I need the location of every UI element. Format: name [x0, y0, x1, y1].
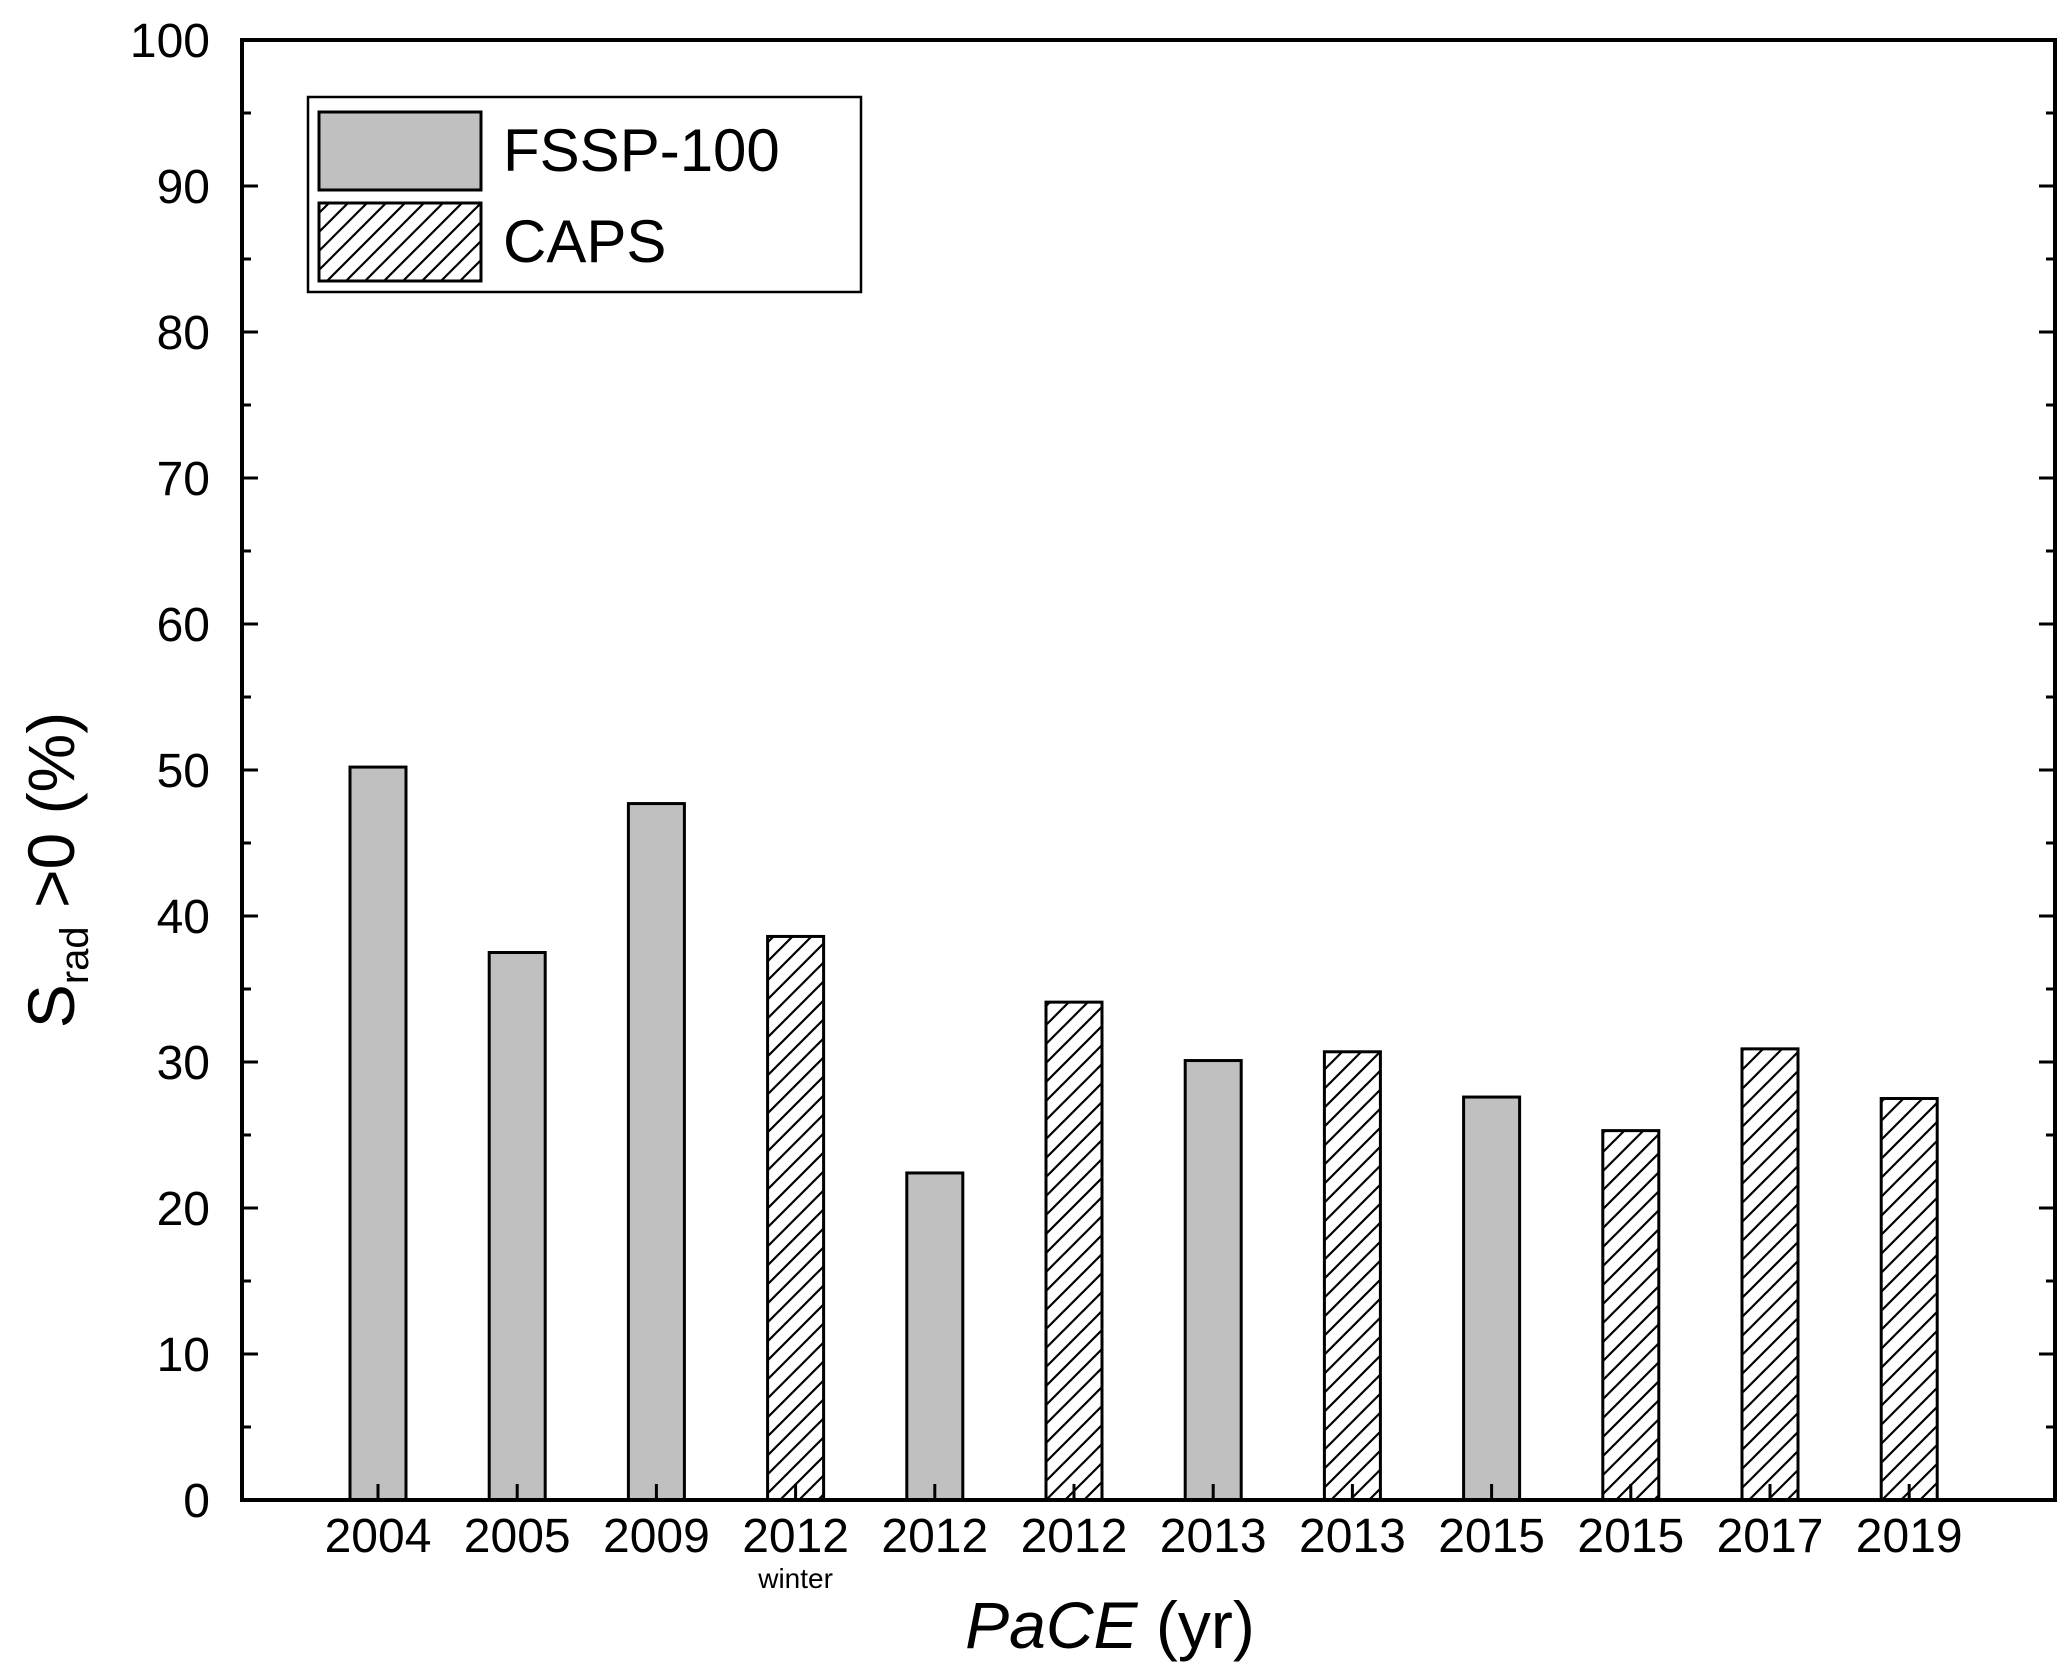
- x-tick-label: 2012: [1021, 1510, 1128, 1563]
- bar-2013-fssp-100: [1183, 1059, 1243, 1502]
- x-tick-label: 2015: [1438, 1510, 1545, 1563]
- bar-2012-caps: [1044, 1000, 1104, 1502]
- y-tick-label: 20: [157, 1183, 210, 1236]
- bar-2012-fssp-100: [905, 1171, 965, 1502]
- bar-2004-fssp-100: [348, 765, 408, 1502]
- bar-2015-fssp-100: [1462, 1095, 1522, 1502]
- bar-2012-winter-caps: [766, 934, 826, 1502]
- y-tick-label: 70: [157, 453, 210, 506]
- x-tick-label: 2015: [1577, 1510, 1684, 1563]
- y-tick-label: 30: [157, 1037, 210, 1090]
- x-tick-label: 2013: [1299, 1510, 1406, 1563]
- bar-2017-caps: [1740, 1047, 1800, 1502]
- bars: [348, 765, 1939, 1502]
- x-tick-label: 2005: [464, 1510, 571, 1563]
- x-tick-label: 2012: [881, 1510, 988, 1563]
- x-tick-label: 2019: [1856, 1510, 1963, 1563]
- y-tick-label: 40: [157, 891, 210, 944]
- bar-2013-caps: [1322, 1050, 1382, 1502]
- bar-2009-fssp-100: [626, 802, 686, 1502]
- x-tick-label: 2004: [325, 1510, 432, 1563]
- bar-2005-fssp-100: [487, 951, 547, 1502]
- x-tick-label: 2012: [742, 1510, 849, 1563]
- legend-label-caps: CAPS: [503, 208, 666, 275]
- y-tick-label: 100: [130, 15, 210, 68]
- x-tick-sublabel: winter: [757, 1563, 833, 1594]
- y-tick-labels: 0 10 20 30 40 50 60 70 80 90 100: [130, 15, 210, 1528]
- legend-swatch-caps: [317, 201, 483, 283]
- x-axis-label: PaCE (yr): [965, 1588, 1255, 1662]
- legend: FSSP-100 CAPS: [306, 95, 863, 294]
- y-tick-label: 50: [157, 745, 210, 798]
- y-axis-label: Srad >0 (%): [14, 712, 97, 1028]
- legend-swatch-fssp-100: [317, 110, 483, 192]
- bar-2015-caps: [1601, 1129, 1661, 1502]
- y-tick-label: 80: [157, 307, 210, 360]
- y-tick-label: 60: [157, 599, 210, 652]
- x-tick-label: 2009: [603, 1510, 710, 1563]
- y-tick-label: 0: [183, 1475, 210, 1528]
- y-tick-label: 10: [157, 1329, 210, 1382]
- legend-label-fssp-100: FSSP-100: [503, 117, 780, 184]
- bar-2019-caps: [1879, 1097, 1939, 1502]
- y-tick-label: 90: [157, 161, 210, 214]
- x-tick-label: 2013: [1160, 1510, 1267, 1563]
- x-tick-label: 2017: [1717, 1510, 1824, 1563]
